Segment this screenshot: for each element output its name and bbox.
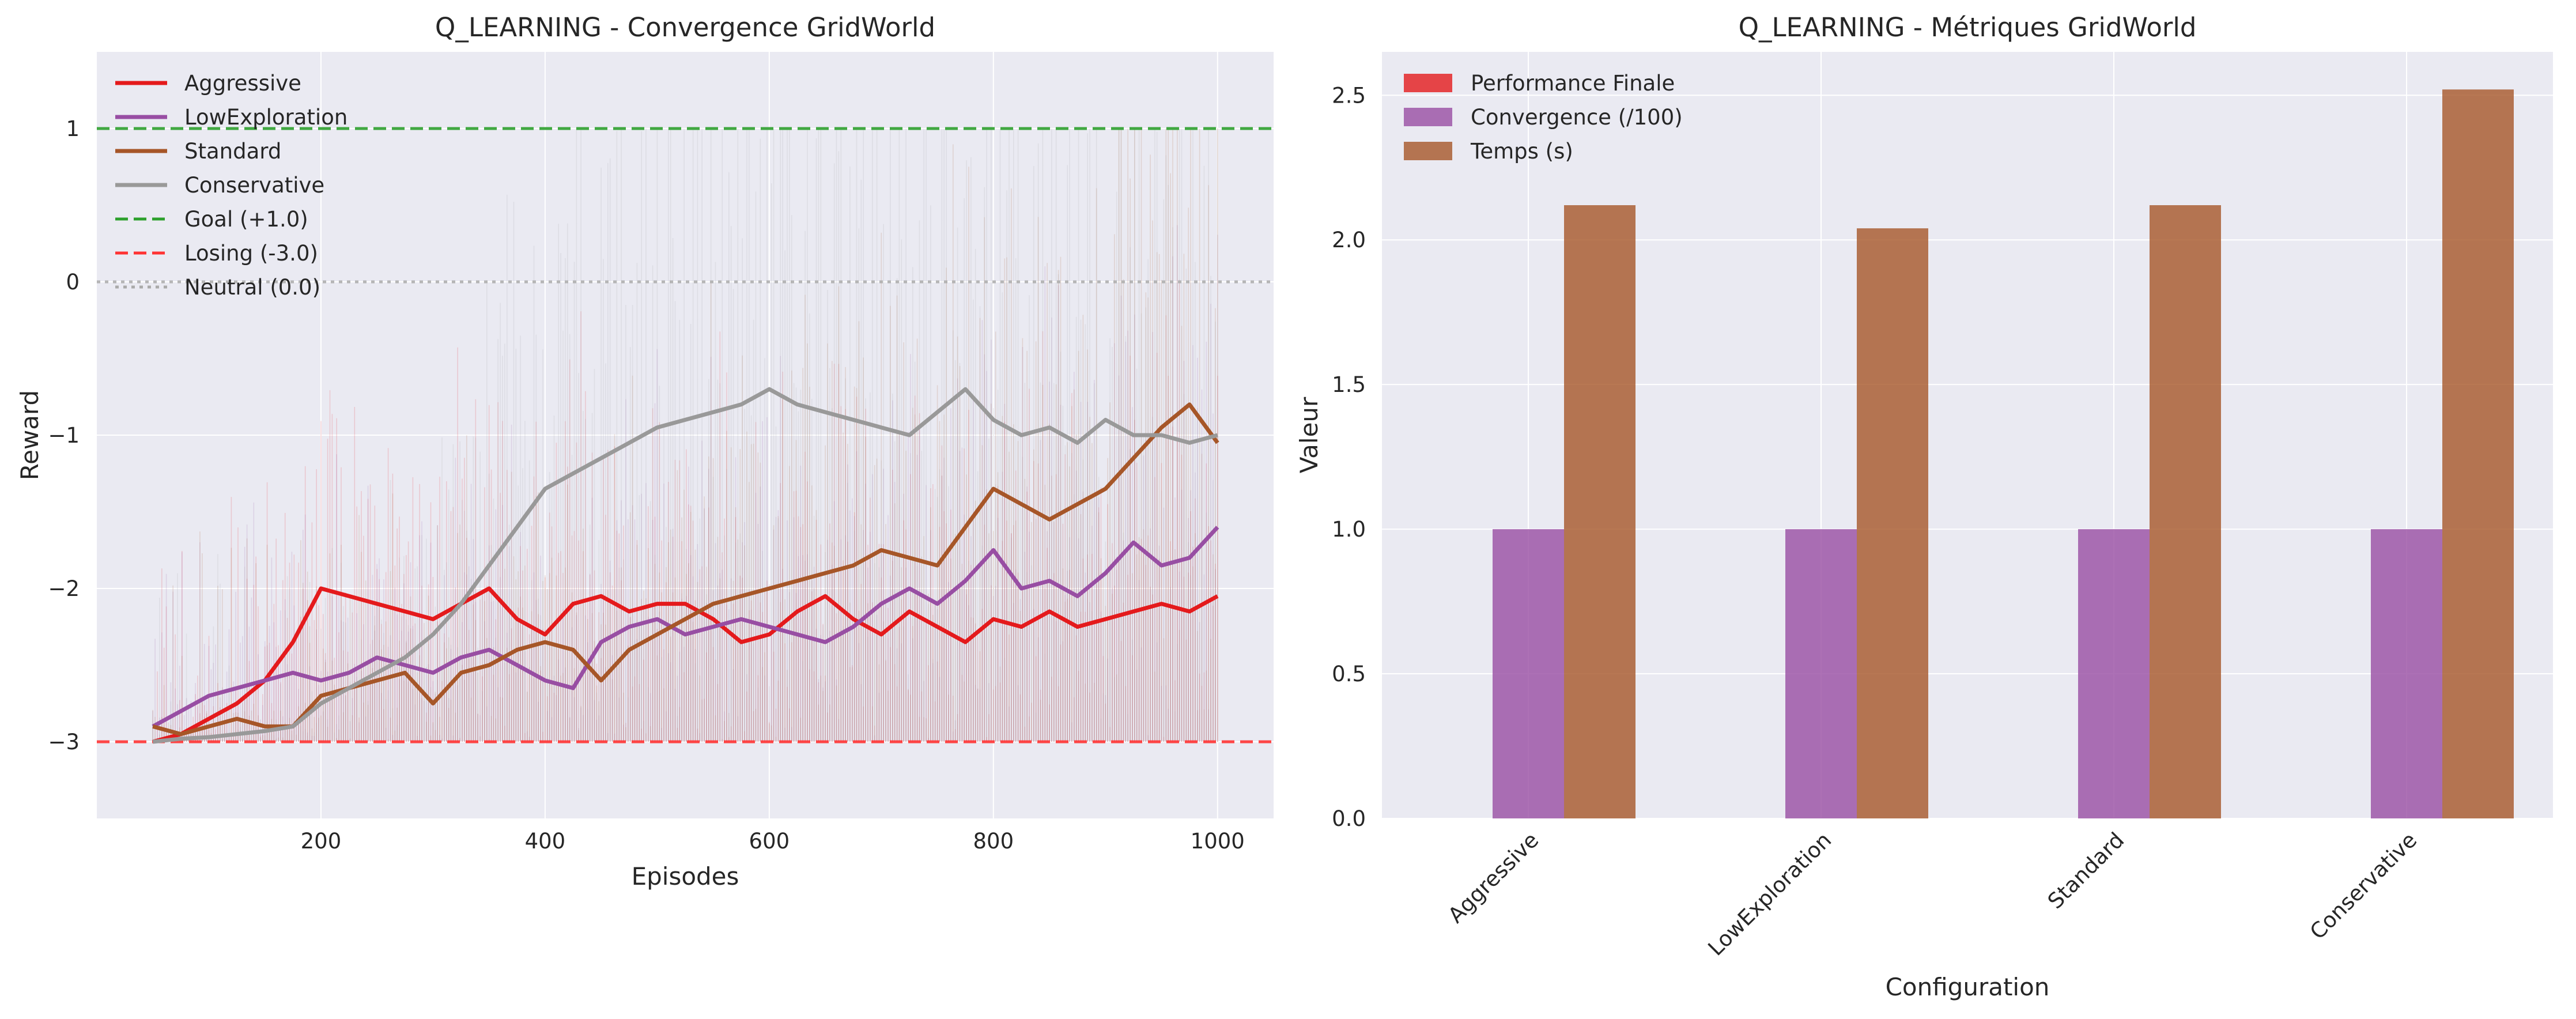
metrics-x-label: Configuration: [1886, 973, 2050, 1001]
convergence-tick-labels: 200 400 600 800 1000 −3 −2 −1 0 1: [48, 116, 1244, 854]
legend-label: Temps (s): [1470, 139, 1573, 164]
bar: [1564, 205, 1636, 818]
y-tick-label: −3: [48, 730, 80, 754]
legend-label: LowExploration: [184, 105, 348, 130]
legend-label: Convergence (/100): [1471, 105, 1683, 130]
y-tick-label: 0: [66, 270, 80, 295]
x-tick-label: 600: [749, 829, 790, 854]
x-tick-label: 400: [525, 829, 566, 854]
y-tick-label: 1: [66, 116, 80, 141]
legend-label: Conservative: [184, 173, 324, 198]
x-tick-label: 800: [973, 829, 1014, 854]
y-tick-label: 2.5: [1332, 83, 1366, 108]
convergence-y-label: Reward: [16, 390, 44, 480]
convergence-legend: Aggressive LowExploration Standard Conserva…: [115, 71, 348, 300]
y-tick-label: −1: [48, 423, 80, 448]
y-tick-label: 1.0: [1332, 517, 1366, 542]
legend-swatch: [1404, 142, 1452, 160]
metrics-bars: [1493, 89, 2514, 819]
y-tick-label: 0.5: [1332, 662, 1366, 686]
convergence-title: Q_LEARNING - Convergence GridWorld: [435, 12, 935, 43]
legend-label: Performance Finale: [1471, 71, 1675, 96]
raw-reward-spikes: [152, 129, 1218, 742]
bar: [2078, 529, 2150, 818]
category-label: LowExploration: [1704, 828, 1837, 961]
bar: [1785, 529, 1857, 818]
convergence-reference-lines: [97, 127, 1274, 744]
y-tick-label: 1.5: [1332, 372, 1366, 397]
series-line: [152, 387, 1218, 744]
legend-label: Standard: [184, 139, 281, 164]
y-tick-label: −2: [48, 576, 80, 601]
bar: [2371, 529, 2442, 818]
legend-swatch: [1404, 74, 1452, 92]
convergence-x-label: Episodes: [632, 862, 739, 890]
legend-label: Aggressive: [184, 71, 301, 96]
x-tick-label: 1000: [1191, 829, 1245, 854]
legend-label: Goal (+1.0): [184, 207, 308, 232]
legend-label: Neutral (0.0): [184, 275, 320, 300]
metrics-chart: 0.0 0.5 1.0 1.5 2.0 2.5 Aggressive LowExplorati…: [1295, 12, 2553, 1001]
category-label: Aggressive: [1443, 828, 1543, 928]
bar: [2150, 205, 2221, 818]
metrics-y-label: Valeur: [1295, 397, 1323, 473]
bar: [1857, 228, 1928, 818]
convergence-chart: 200 400 600 800 1000 −3 −2 −1 0 1 Q_LEARNING - Co…: [16, 12, 1274, 890]
legend-swatch: [1404, 108, 1452, 126]
series-line: [152, 402, 1219, 737]
x-tick-label: 200: [301, 829, 342, 854]
category-label: Standard: [2043, 828, 2129, 914]
legend-label: Losing (-3.0): [184, 241, 318, 266]
series-line: [152, 526, 1219, 729]
metrics-legend: Performance Finale Convergence (/100) Temp…: [1404, 71, 1683, 164]
metrics-title: Q_LEARNING - Métriques GridWorld: [1739, 12, 2197, 43]
series-line: [152, 586, 1219, 744]
bar: [2442, 89, 2514, 819]
y-tick-label: 0.0: [1332, 806, 1366, 831]
y-tick-label: 2.0: [1332, 228, 1366, 252]
convergence-series: [152, 387, 1219, 744]
bar: [1493, 529, 1564, 818]
category-label: Conservative: [2305, 828, 2422, 944]
